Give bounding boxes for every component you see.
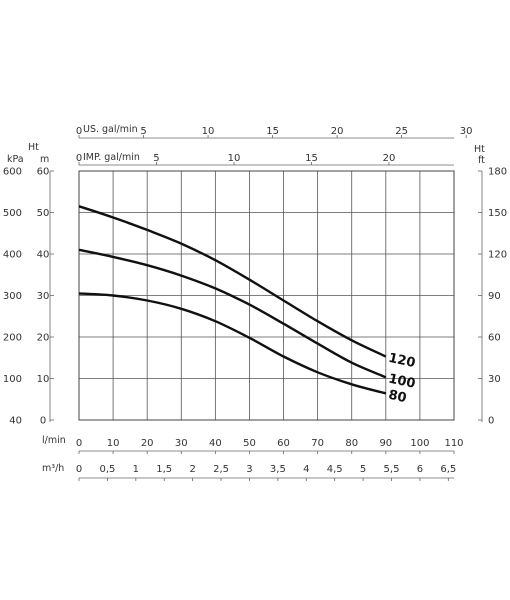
us-gal-tick-label: 5 (140, 126, 146, 137)
lmin-tick-label: 40 (209, 438, 222, 449)
us-gal-tick-label: 10 (202, 126, 215, 137)
y-tick-label-m: 60 (37, 167, 50, 178)
curve-label-100: 100 (387, 371, 417, 391)
y-tick-label-ft: 90 (488, 291, 501, 302)
lmin-tick-label: 20 (141, 438, 154, 449)
grid (79, 171, 454, 420)
y-tick-label-kpa: 600 (3, 167, 22, 178)
m3h-tick-label: 3,5 (270, 464, 286, 475)
y-tick-label-kpa: 400 (3, 250, 22, 261)
y-tick-label-m: 10 (37, 374, 50, 385)
m3h-tick-label: 1,5 (156, 464, 172, 475)
y-tick-label-m: 0 (40, 416, 46, 427)
m3h-tick-label: 0 (76, 464, 82, 475)
curve-100 (78, 248, 387, 379)
imp-gal-tick-label: 15 (305, 153, 318, 164)
m3h-tick-label: 4,5 (327, 464, 343, 475)
y-tick-label-ft: 60 (488, 333, 501, 344)
lmin-tick-label: 80 (345, 438, 358, 449)
imp-gal-tick-label: 20 (383, 153, 396, 164)
m3h-tick-label: 3 (246, 464, 252, 475)
m-axis-label: m (40, 154, 49, 165)
us-gal-axis-label: US. gal/min (83, 124, 138, 135)
ft-axis-label: ft (478, 155, 485, 166)
y-tick-label-ft: 30 (488, 374, 501, 385)
lmin-tick-label: 90 (379, 438, 392, 449)
m3h-tick-label: 2,5 (213, 464, 229, 475)
m3h-tick-label: 5 (360, 464, 366, 475)
m3h-tick-label: 1 (133, 464, 139, 475)
y-tick-label-ft: 0 (488, 416, 494, 427)
y-tick-label-kpa: 100 (3, 374, 22, 385)
y-tick-label-m: 40 (37, 250, 50, 261)
imp-gal-tick-label: 0 (76, 153, 82, 164)
m3h-tick-label: 2 (189, 464, 195, 475)
us-gal-tick-label: 30 (460, 126, 473, 137)
m3h-tick-label: 6,5 (440, 464, 456, 475)
ht-right-label: Ht (474, 144, 485, 155)
ht-left-label: Ht (28, 142, 39, 153)
us-gal-tick-label: 25 (395, 126, 408, 137)
y-tick-label-m: 30 (37, 291, 50, 302)
m3h-tick-label: 6 (417, 464, 423, 475)
lmin-axis-label: l/min (42, 435, 66, 446)
y-tick-label-kpa: 300 (3, 291, 22, 302)
y-tick-label-ft: 180 (488, 167, 507, 178)
y-tick-label-kpa: 500 (3, 208, 22, 219)
lmin-tick-label: 110 (444, 438, 463, 449)
y-tick-label-ft: 120 (488, 250, 507, 261)
curve-120 (78, 205, 387, 358)
us-gal-tick-label: 20 (331, 126, 344, 137)
y-tick-label-m: 20 (37, 333, 50, 344)
imp-gal-tick-label: 10 (228, 153, 241, 164)
lmin-tick-label: 60 (277, 438, 290, 449)
us-gal-tick-label: 0 (76, 126, 82, 137)
m3h-axis-label: m³/h (42, 463, 64, 474)
y-tick-label-kpa: 200 (3, 333, 22, 344)
imp-gal-tick-label: 5 (153, 153, 159, 164)
curve-label-120: 120 (387, 351, 417, 371)
y-tick-label-m: 50 (37, 208, 50, 219)
y-tick-label-kpa: 40 (9, 416, 22, 427)
m3h-tick-label: 4 (303, 464, 309, 475)
kpa-axis-label: kPa (7, 154, 24, 165)
lmin-tick-label: 50 (243, 438, 256, 449)
curve-80 (78, 292, 387, 395)
y-tick-label-ft: 150 (488, 208, 507, 219)
lmin-tick-label: 10 (107, 438, 120, 449)
plot-frame (78, 170, 455, 421)
us-gal-tick-label: 15 (266, 126, 279, 137)
m3h-tick-label: 0,5 (99, 464, 115, 475)
lmin-tick-label: 100 (410, 438, 429, 449)
axis-ticks: 0102030405060401002003004005006000306090… (3, 126, 507, 481)
imp-gal-axis-label: IMP. gal/min (83, 152, 140, 163)
curve-label-80: 80 (387, 388, 408, 406)
m3h-tick-label: 5,5 (384, 464, 400, 475)
lmin-tick-label: 0 (76, 438, 82, 449)
lmin-tick-label: 30 (175, 438, 188, 449)
lmin-tick-label: 70 (311, 438, 324, 449)
